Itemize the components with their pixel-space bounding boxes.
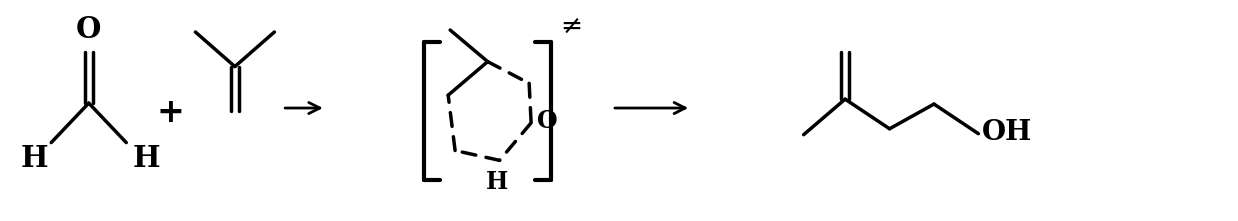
Text: H: H bbox=[487, 170, 509, 194]
Text: +: + bbox=[157, 97, 184, 130]
Text: H: H bbox=[21, 144, 48, 173]
Text: O: O bbox=[537, 109, 557, 133]
Text: O: O bbox=[76, 15, 102, 44]
Text: H: H bbox=[132, 144, 160, 173]
Text: OH: OH bbox=[983, 119, 1032, 146]
Text: $\neq$: $\neq$ bbox=[555, 14, 581, 40]
